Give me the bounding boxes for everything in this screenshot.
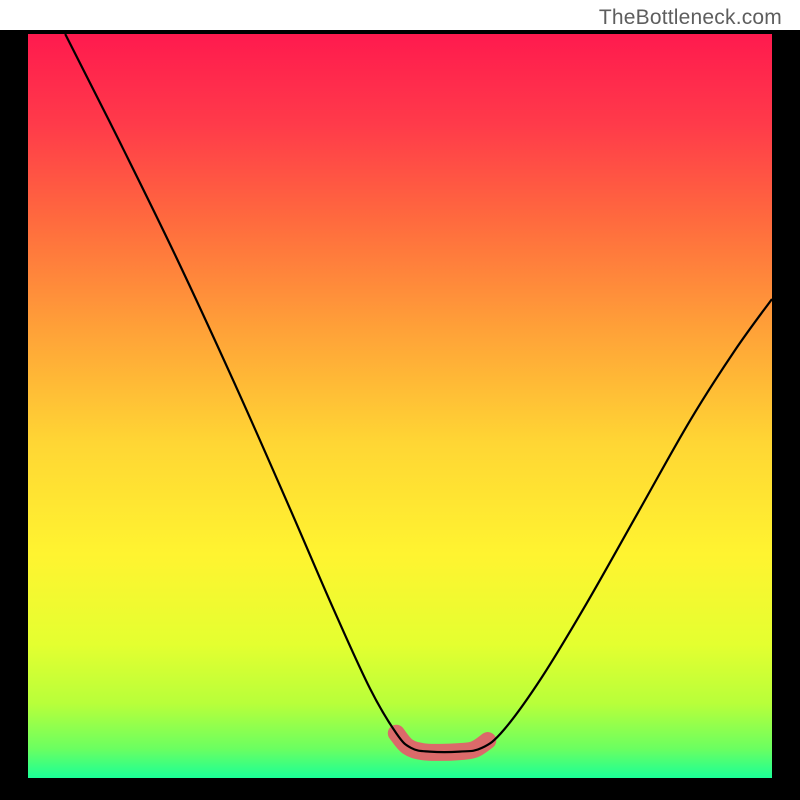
main-curve xyxy=(65,34,772,752)
plot-area xyxy=(28,34,772,770)
chart-frame xyxy=(0,30,800,800)
bottleneck-curve xyxy=(28,34,772,770)
watermark-text: TheBottleneck.com xyxy=(599,6,782,30)
